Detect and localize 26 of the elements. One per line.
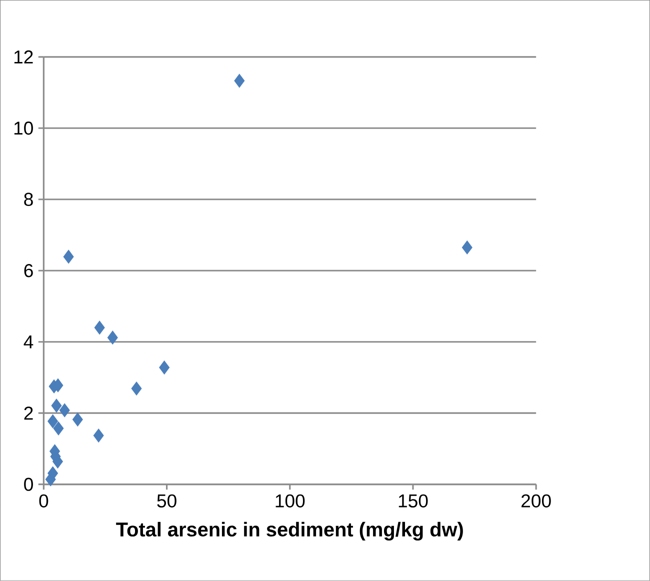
point [159,360,170,374]
x-tick-label: 0 [39,494,48,508]
point [107,330,118,345]
y-tick-label: 2 [24,406,33,420]
point [48,414,58,428]
point [59,403,70,418]
y-tick-label: 12 [14,50,33,64]
point [51,398,62,413]
y-tick-label: 6 [24,264,33,278]
point [63,250,74,264]
point [234,74,245,88]
x-tick-label: 200 [522,494,551,508]
x-tick-label: 100 [276,494,305,508]
point [94,320,105,335]
y-tick-label: 0 [24,478,33,491]
x-axis-title: Total arsenic in sediment (mg/kg dw) [116,522,463,541]
point [72,412,83,426]
x-tick-label: 50 [157,494,176,508]
point [93,428,104,442]
point [53,422,64,436]
point [131,382,142,396]
point [462,240,472,254]
y-tick-label: 4 [24,336,34,348]
x-tick-label: 150 [398,494,428,508]
y-tick-label: 8 [24,192,33,206]
y-tick-label: 10 [14,122,33,135]
